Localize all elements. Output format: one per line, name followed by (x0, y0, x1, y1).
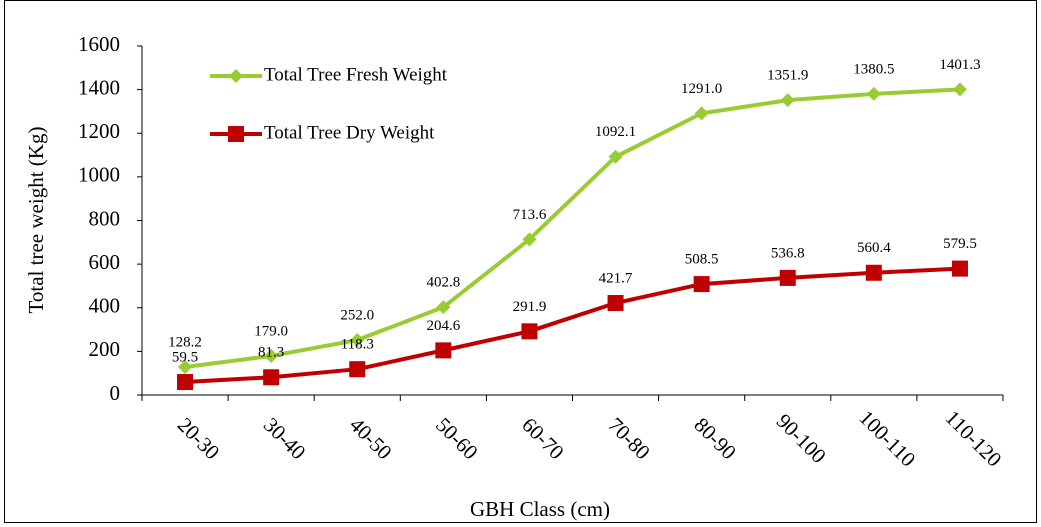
series-line (184, 266, 961, 385)
data-label: 204.6 (426, 318, 460, 334)
data-label: 536.8 (771, 245, 805, 261)
chart-border (4, 0, 1037, 523)
y-tick-label: 0 (110, 381, 121, 405)
x-tick-label: 40-50 (345, 413, 397, 465)
point-marker (350, 333, 365, 348)
point-marker (952, 82, 967, 97)
x-tick-label: 30-40 (259, 413, 311, 465)
point-marker (178, 360, 193, 375)
y-tick-label: 1600 (78, 32, 120, 56)
point-marker (521, 323, 538, 340)
point-marker (779, 269, 796, 286)
series-line (184, 87, 961, 370)
point-marker (522, 232, 537, 247)
data-label: 1351.9 (767, 68, 808, 84)
data-label: 1401.3 (939, 57, 980, 73)
y-tick-label: 600 (89, 250, 121, 274)
y-tick-label: 800 (89, 206, 121, 230)
data-label: 252.0 (340, 307, 374, 323)
point-marker (694, 106, 709, 121)
y-tick-label: 400 (89, 294, 121, 318)
x-tick-label: 20-30 (173, 413, 225, 465)
data-label: 59.5 (172, 349, 198, 365)
y-tick-label: 1200 (78, 119, 120, 143)
point-marker (866, 86, 881, 101)
data-label: 179.0 (254, 323, 288, 339)
data-label: 1291.0 (681, 81, 722, 97)
data-label: 1380.5 (853, 61, 894, 77)
point-marker (263, 369, 280, 386)
data-label: 402.8 (426, 275, 460, 291)
data-label: 81.3 (258, 345, 284, 361)
legend-label: Total Tree Fresh Weight (264, 64, 448, 85)
y-tick-label: 1000 (78, 163, 120, 187)
legend-marker (229, 69, 243, 83)
x-tick-label: 100-110 (854, 405, 920, 471)
x-tick-label: 70-80 (603, 413, 655, 465)
point-marker (608, 149, 623, 164)
x-tick-label: 80-90 (689, 413, 741, 465)
point-marker (951, 260, 968, 277)
x-tick-label: 50-60 (431, 413, 483, 465)
point-marker (780, 93, 795, 108)
point-marker (607, 295, 624, 312)
point-marker (693, 276, 710, 293)
point-marker (264, 348, 279, 363)
legend-label: Total Tree Dry Weight (264, 122, 435, 143)
x-tick-label: 60-70 (517, 413, 569, 465)
data-label: 118.3 (341, 337, 374, 353)
x-tick-label: 90-100 (772, 409, 831, 468)
y-axis-label: Total tree weight (Kg) (24, 127, 48, 314)
data-label: 579.5 (943, 236, 977, 252)
point-marker (177, 374, 194, 391)
data-label: 421.7 (599, 270, 633, 286)
data-label: 560.4 (857, 240, 891, 256)
legend-marker (228, 126, 244, 142)
data-label: 291.9 (513, 299, 547, 315)
data-label: 713.6 (513, 207, 547, 223)
y-tick-label: 1400 (78, 75, 120, 99)
data-label: 508.5 (685, 252, 719, 268)
data-label: 128.2 (168, 334, 202, 350)
x-axis-label: GBH Class (cm) (470, 497, 610, 521)
point-marker (436, 300, 451, 315)
point-marker (865, 264, 882, 281)
x-tick-label: 110-120 (941, 405, 1007, 471)
point-marker (435, 342, 452, 359)
data-label: 1092.1 (595, 124, 636, 140)
y-tick-label: 200 (89, 337, 121, 361)
point-marker (349, 361, 366, 378)
